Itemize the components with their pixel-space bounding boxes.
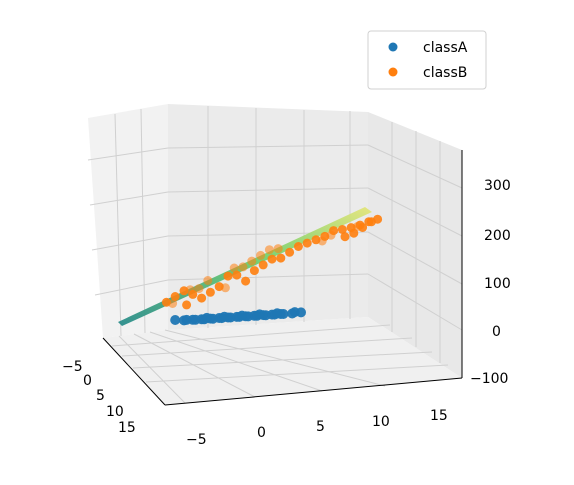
classB-point xyxy=(220,283,230,293)
classB-point xyxy=(232,270,242,280)
classB-point xyxy=(337,225,347,234)
x-tick-label: 0 xyxy=(257,425,266,441)
legend-label-classB: classB xyxy=(423,65,467,81)
classB-point xyxy=(317,236,327,246)
legend-marker-classB xyxy=(388,67,398,77)
classB-point xyxy=(185,285,195,295)
classA-point xyxy=(201,312,212,323)
z-tick-label: 100 xyxy=(484,276,511,292)
x-tick-labels: −5 0 5 10 15 xyxy=(186,408,448,448)
classB-point xyxy=(276,253,286,263)
classB-point xyxy=(203,276,213,285)
classB-point xyxy=(258,260,268,270)
classB-point xyxy=(267,254,277,264)
classB-point xyxy=(264,245,274,255)
axis-edges xyxy=(102,150,463,406)
classB-point xyxy=(247,256,257,266)
classB-point xyxy=(170,292,180,301)
classB-point xyxy=(241,276,251,286)
left-pane xyxy=(88,104,168,338)
classB-point xyxy=(326,230,336,240)
classB-point xyxy=(352,222,362,231)
y-tick-label: 15 xyxy=(118,420,136,436)
z-tick-label: 0 xyxy=(492,324,501,340)
classB-point xyxy=(249,266,259,276)
classA-point xyxy=(237,310,247,321)
classB-point xyxy=(285,247,295,257)
y-tick-labels: −5 0 5 10 15 xyxy=(62,359,136,436)
classB-point xyxy=(205,287,215,297)
x-tick-label: 15 xyxy=(430,408,448,424)
back-pane xyxy=(168,104,368,330)
classA-point xyxy=(272,308,283,319)
classA-point xyxy=(170,315,181,325)
classA-point xyxy=(181,314,192,325)
legend: classA classB xyxy=(367,30,487,90)
classB-point xyxy=(197,293,207,303)
classB-point xyxy=(168,299,178,308)
legend-label-classA: classA xyxy=(423,40,468,56)
legend-marker-classA xyxy=(388,42,398,52)
classB-point xyxy=(194,284,204,294)
classB-point xyxy=(256,250,266,260)
classB-point xyxy=(273,244,283,254)
y-axis-line xyxy=(102,337,166,406)
x-tick-label: 5 xyxy=(316,419,325,435)
classB-point xyxy=(302,238,312,248)
legend-box xyxy=(367,30,487,90)
y-tick-label: 0 xyxy=(83,373,92,389)
classA-point xyxy=(254,309,265,320)
classA-point xyxy=(190,314,201,325)
classB-point xyxy=(293,242,303,251)
z-tick-label: 200 xyxy=(484,228,511,244)
x-tick-label: −5 xyxy=(186,432,207,448)
classB-point xyxy=(182,300,192,310)
classA-point xyxy=(296,307,306,318)
classB-point xyxy=(223,271,233,281)
x-axis-line xyxy=(164,377,463,406)
series-classB xyxy=(161,214,383,310)
y-tick-label: 5 xyxy=(96,388,105,404)
z-tick-labels: −100 0 100 200 300 xyxy=(470,178,511,387)
series-classA xyxy=(170,307,306,326)
classB-point xyxy=(373,214,383,224)
classB-point xyxy=(349,228,359,238)
z-tick-label: 300 xyxy=(484,178,511,194)
classB-point xyxy=(340,232,350,242)
classB-point xyxy=(238,262,248,272)
z-tick-label: −100 xyxy=(470,371,508,387)
y-tick-label: −5 xyxy=(62,359,83,375)
classB-point xyxy=(229,263,239,273)
classA-point xyxy=(219,311,230,322)
x-tick-label: 10 xyxy=(372,414,390,430)
y-tick-label: 10 xyxy=(106,404,124,420)
